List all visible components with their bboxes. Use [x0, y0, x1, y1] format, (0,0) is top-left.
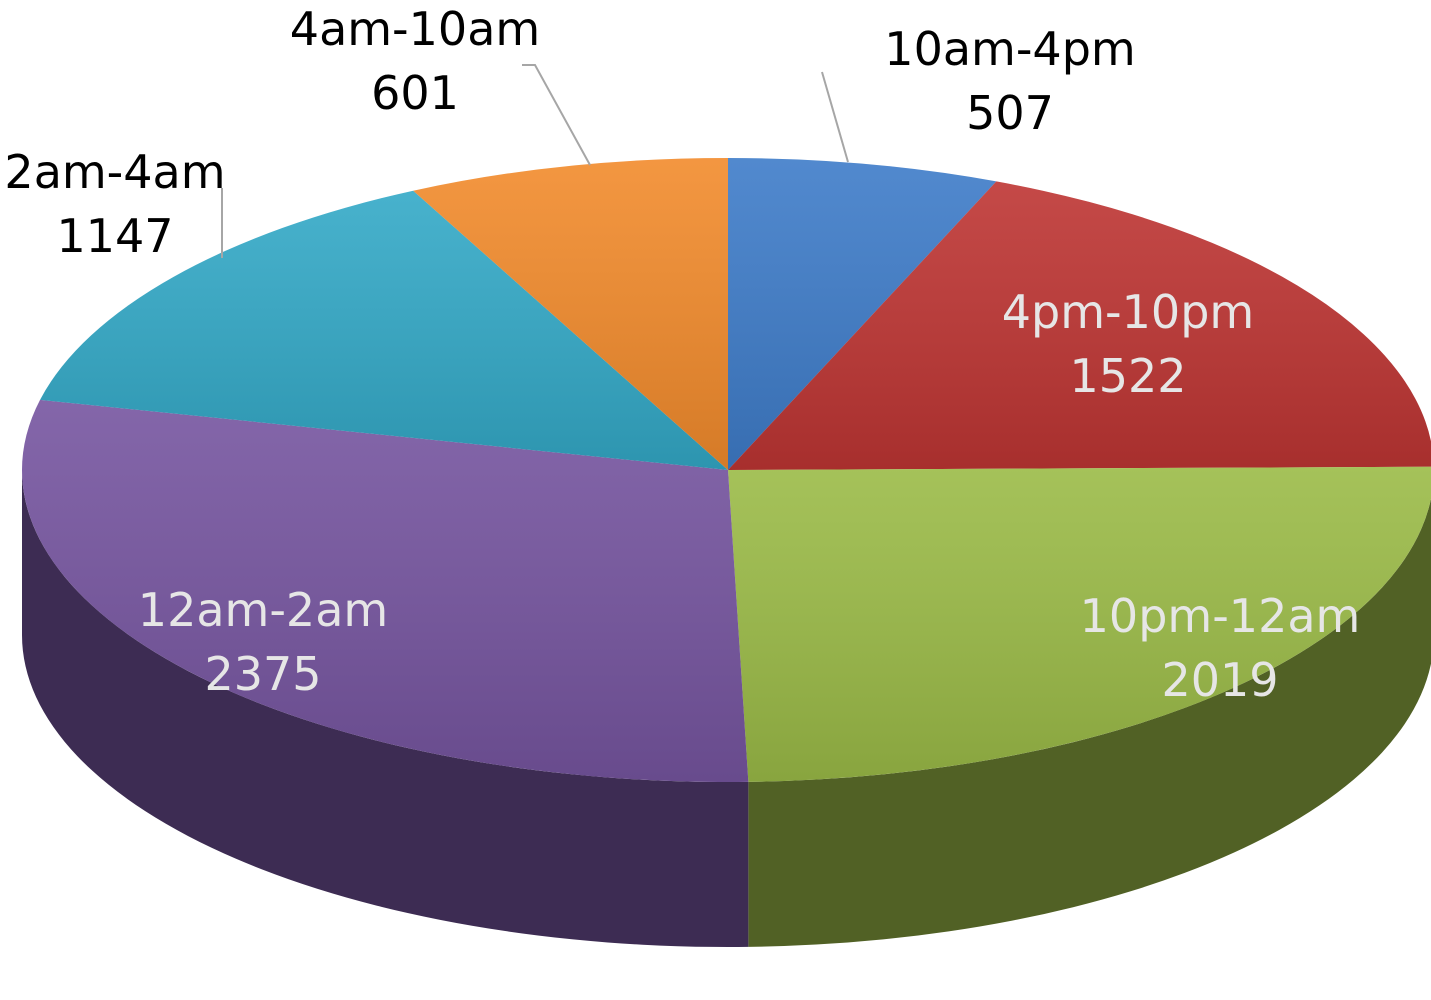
- pie-slice-shade-4am-10am: [413, 158, 728, 470]
- slice-value-10pm-12am: 2019: [1161, 653, 1278, 707]
- slice-label-10am-4pm: 10am-4pm: [884, 22, 1135, 76]
- slice-label-4pm-10pm: 4pm-10pm: [1002, 285, 1254, 339]
- pie-slice-shade-4pm-10pm: [728, 181, 1431, 470]
- slice-label-2am-4am: 2am-4am: [4, 145, 225, 199]
- pie-side-10pm-12am: [748, 498, 1431, 947]
- leader-line-10am-4pm: [821, 71, 849, 163]
- slice-label-12am-2am: 12am-2am: [138, 583, 388, 637]
- slice-label-10pm-12am: 10pm-12am: [1080, 589, 1361, 643]
- slice-value-4am-10am: 601: [371, 66, 459, 120]
- leader-lines: [221, 64, 849, 258]
- pie-slice-shade-10am-4pm: [728, 158, 997, 470]
- pie-side-layer: [22, 470, 1431, 947]
- pie-slice-shade-2am-4am: [40, 190, 729, 471]
- slice-value-4pm-10pm: 1522: [1069, 349, 1186, 403]
- slice-labels: 10am-4pm 507 4pm-10pm 1522 10pm-12am 2019 12am…: [4, 2, 1360, 707]
- slice-value-2am-4am: 1147: [56, 209, 173, 263]
- pie-slice-shade-10pm-12am: [728, 466, 1431, 782]
- pie-slice-shade-12am-2am: [21, 399, 749, 782]
- slice-value-10am-4pm: 507: [966, 86, 1054, 140]
- pie-top-layer: [21, 158, 1431, 782]
- slice-label-4am-10am: 4am-10am: [290, 2, 540, 56]
- pie-side-12am-2am: [22, 470, 749, 947]
- slice-value-12am-2am: 2375: [204, 647, 321, 701]
- leader-line-4am-10am: [522, 64, 591, 166]
